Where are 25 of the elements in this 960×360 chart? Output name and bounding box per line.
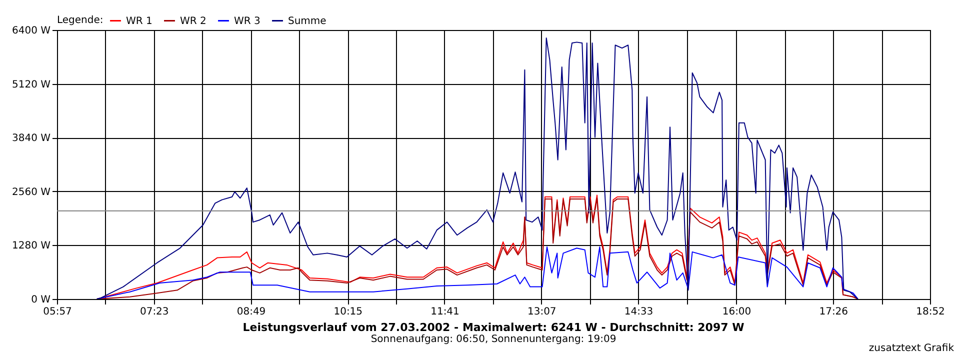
text: Sonnenaufgang: 06:50, Sonnenuntergang: 19:09 [370, 334, 616, 345]
x-tick-label: 14:33 [624, 306, 654, 318]
x-tick-label: 10:15 [334, 306, 363, 318]
legend-label: WR 3 [234, 16, 260, 27]
text: Leistungsverlauf vom 27.03.2002 - Maximalwert: 6241 W - Durchschnitt: 2097 W [242, 321, 744, 334]
legend-title: Legende: [57, 15, 104, 26]
x-tick-label: 16:00 [722, 306, 752, 318]
y-tick-label: 3840 W [12, 133, 51, 144]
y-tick-label: 2560 W [12, 186, 51, 198]
y-tick-label: 1280 W [12, 240, 51, 252]
x-tick-label: 17:26 [819, 306, 848, 318]
x-tick-label: 07:23 [140, 306, 169, 318]
line-series [96, 37, 858, 299]
legend-label: Summe [288, 16, 326, 27]
legend-label: WR 2 [180, 16, 206, 27]
legend-label: WR 1 [126, 16, 152, 27]
x-tick-label: 05:57 [43, 306, 72, 318]
x-tick-label: 08:49 [236, 306, 266, 318]
x-tick-label: 18:52 [916, 306, 945, 318]
x-tick-label: 13:07 [527, 306, 556, 318]
text: zusatztext Grafik [868, 343, 954, 354]
y-tick-label: 5120 W [12, 79, 51, 90]
x-tick-label: 11:41 [430, 306, 460, 318]
y-tick-label: 0 W [31, 294, 51, 306]
y-tick-label: 6400 W [12, 26, 51, 36]
